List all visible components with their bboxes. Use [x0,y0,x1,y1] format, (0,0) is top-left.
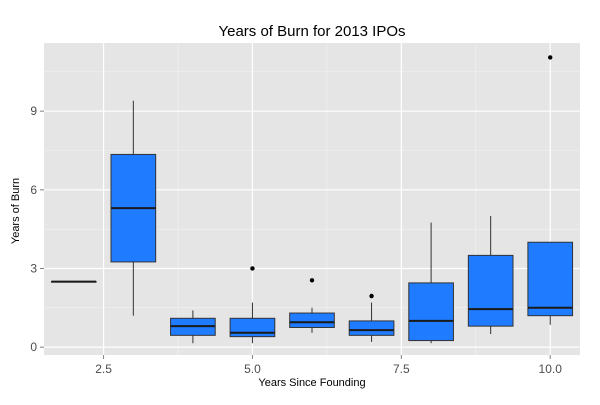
x-tick-label: 7.5 [393,362,410,376]
box [527,241,574,317]
box-group [527,55,574,325]
box-group [467,216,514,335]
outlier-point [250,266,255,271]
boxes [50,55,574,344]
box-group [408,222,454,344]
box [467,254,514,327]
box [408,282,454,342]
box-group [348,293,395,342]
outlier-point [369,293,374,299]
y-tick-label: 9 [30,104,37,118]
y-axis-title: Years of Burn [10,178,22,244]
y-tick-label: 6 [30,183,37,197]
box-group [50,280,97,283]
box [289,312,335,328]
outlier-point [309,278,315,283]
x-axis-title: Years Since Founding [258,377,365,389]
y-tick-label: 0 [30,340,37,354]
outlier-point [548,55,553,60]
box-group [229,266,276,344]
box [229,317,276,338]
x-tick-label: 5.0 [244,362,261,376]
y-tick-label: 3 [30,261,37,275]
chart-title: Years of Burn for 2013 IPOs [218,23,405,40]
box-group [289,278,335,333]
y-axis-ticks: 0 3 6 9 [30,104,44,354]
box-group [170,310,216,344]
box-group [110,100,157,316]
box [348,320,395,336]
x-tick-label: 10.0 [539,362,563,376]
x-axis-ticks: 2.5 5.0 7.5 10.0 [95,355,562,376]
x-tick-label: 2.5 [95,362,112,376]
